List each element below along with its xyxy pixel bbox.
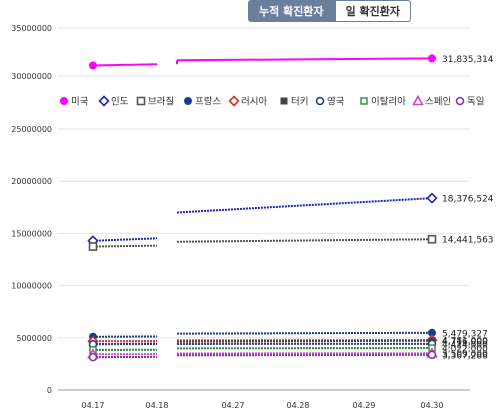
legend-marker — [98, 95, 110, 107]
data-label: 3,509,000 — [442, 350, 488, 360]
data-label: 3,367,288 — [442, 351, 488, 361]
series-line-segment — [176, 57, 433, 62]
legend-item-9: 스페인 — [412, 94, 451, 108]
series-독일: 3,367,288 — [88, 350, 488, 362]
legend-item-10: 독일 — [455, 96, 484, 108]
x-tick-label: 04.18 — [146, 401, 169, 410]
series-line-segment — [92, 237, 158, 242]
data-point — [426, 192, 438, 204]
data-point — [428, 54, 436, 63]
legend-label: 브라질 — [148, 96, 174, 108]
legend-marker — [280, 97, 288, 105]
legend-marker — [184, 97, 192, 105]
legend: 미국 인도 브라질 프랑스 러시아 터키 영국 이탈리아 스페인 독일 — [60, 94, 484, 108]
upper-panel: 35000000 30000000 31,835,314 — [11, 24, 494, 81]
legend-marker — [60, 97, 68, 105]
lower-y-tick-label: 10000000 — [11, 282, 52, 291]
x-tick-label: 04.29 — [353, 401, 376, 410]
legend-label: 프랑스 — [195, 96, 221, 108]
data-point — [89, 61, 97, 70]
data-point — [428, 328, 436, 337]
lower-y-tick-label: 15000000 — [11, 229, 52, 238]
data-label: 14,441,563 — [442, 236, 494, 246]
upper-y-tick-label: 30000000 — [11, 72, 52, 81]
legend-item-2: 인도 — [98, 95, 129, 108]
legend-label: 인도 — [111, 97, 129, 108]
x-axis: 04.17 04.18 04.27 04.28 04.29 04.30 — [82, 401, 444, 410]
legend-item-4: 프랑스 — [184, 96, 221, 108]
data-point — [427, 350, 437, 360]
series-미국: 31,835,314 — [89, 54, 494, 70]
lower-y-tick-label: 5000000 — [16, 334, 52, 343]
data-label: 4,716,000 — [442, 337, 488, 347]
legend-label: 러시아 — [241, 97, 267, 108]
data-point — [88, 352, 98, 362]
legend-item-6: 터키 — [280, 97, 308, 108]
legend-label: 스페인 — [425, 97, 451, 108]
data-label: 4,424,000 — [442, 340, 488, 350]
data-point — [88, 242, 98, 251]
x-tick-label: 04.28 — [287, 401, 310, 410]
series-line-segment — [176, 331, 433, 335]
legend-item-5: 러시아 — [228, 95, 267, 108]
legend-item-7: 영국 — [315, 96, 345, 108]
legend-marker — [136, 96, 146, 106]
legend-label: 미국 — [71, 97, 89, 108]
series-line-segment — [92, 63, 158, 67]
x-tick-label: 04.17 — [82, 401, 105, 410]
legend-marker — [360, 97, 368, 105]
legend-marker — [455, 96, 465, 106]
series-line-segment — [176, 197, 433, 214]
legend-label: 터키 — [291, 97, 308, 108]
data-label: 4,781,000 — [442, 337, 488, 347]
series-line-segment — [176, 339, 433, 343]
legend-item-8: 이탈리아 — [360, 96, 406, 108]
tab-daily-cases[interactable]: 일 확진환자 — [334, 0, 411, 22]
series-line-segment — [92, 244, 158, 248]
upper-y-tick-label: 35000000 — [11, 24, 52, 33]
data-label: 31,835,314 — [442, 55, 494, 65]
lower-y-tick-label: 25000000 — [11, 125, 52, 134]
legend-marker — [315, 96, 325, 106]
data-point — [427, 234, 437, 244]
legend-label: 독일 — [467, 97, 484, 108]
legend-marker — [412, 94, 424, 106]
data-label: 18,376,524 — [442, 195, 494, 205]
legend-label: 영국 — [327, 97, 345, 108]
data-label: 5,479,327 — [442, 329, 488, 339]
series-브라질: 14,441,563 — [88, 234, 494, 251]
legend-item-3: 브라질 — [136, 96, 174, 108]
lower-y-tick-label: 0 — [47, 386, 52, 395]
x-tick-label: 04.30 — [421, 401, 444, 410]
series-line-segment — [176, 238, 433, 243]
legend-marker — [228, 95, 240, 107]
tab-cumulative-cases[interactable]: 누적 확진환자 — [248, 0, 335, 22]
x-tick-label: 04.27 — [222, 401, 245, 410]
lower-y-tick-label: 20000000 — [11, 177, 52, 186]
legend-label: 이탈리아 — [371, 96, 406, 108]
legend-item-1: 미국 — [60, 97, 89, 108]
tab-bar: 누적 확진환자 일 확진환자 — [248, 0, 411, 22]
data-label: 4,022,000 — [442, 345, 488, 355]
lower-panel: 25000000 20000000 15000000 10000000 5000000 0… — [11, 125, 494, 395]
